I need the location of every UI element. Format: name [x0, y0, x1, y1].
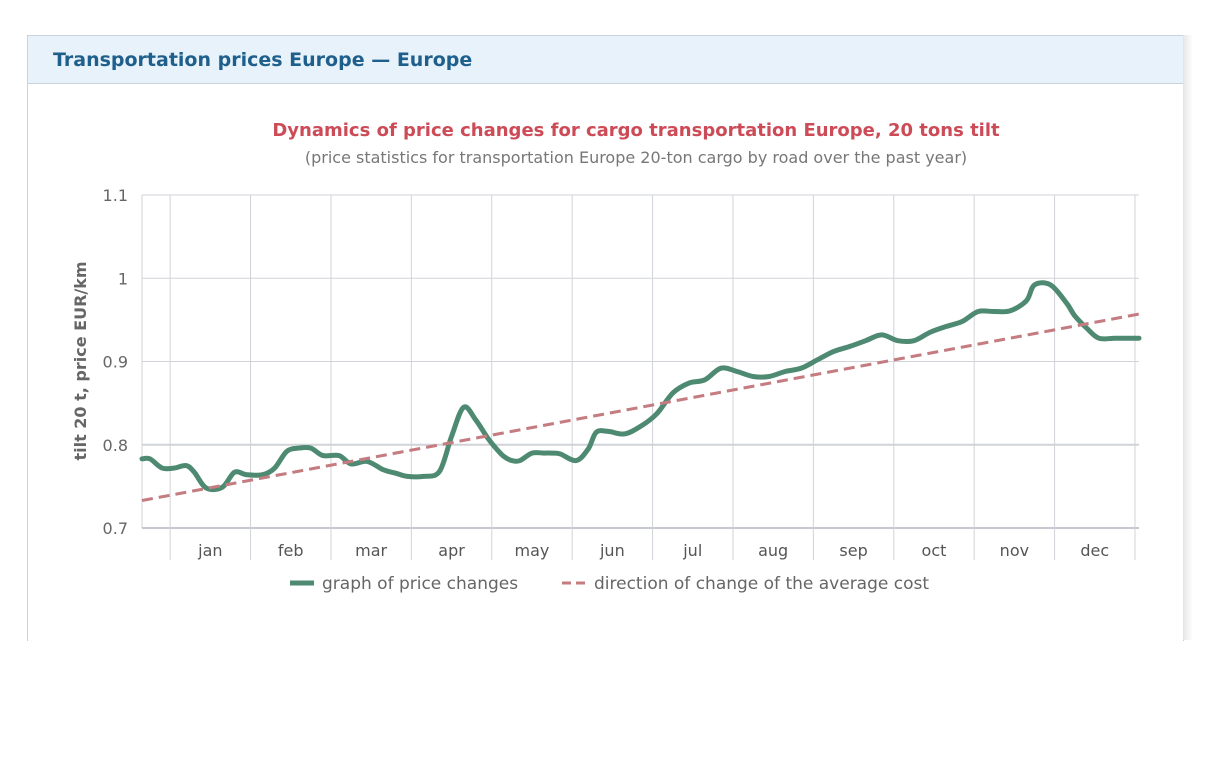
grid-layer — [141, 194, 1139, 560]
price-line — [139, 280, 1142, 493]
tick-layer: 0.7 0.8 0.9 1 1.1 jan feb mar apr may jun jul aug sep… — [103, 186, 1110, 560]
y-tick-label: 1.1 — [103, 186, 128, 205]
series-layer — [139, 280, 1142, 503]
y-tick-label: 0.7 — [103, 519, 128, 538]
x-tick-label: oct — [922, 541, 947, 560]
trend-line — [141, 312, 1140, 503]
y-axis-label: tilt 20 t, price EUR/km — [71, 261, 90, 460]
legend: graph of price changes direction of chang… — [290, 574, 929, 594]
chart-subtitle: (price statistics for transportation Eur… — [305, 148, 967, 167]
x-tick-label: aug — [758, 541, 788, 560]
x-tick-label: apr — [438, 541, 465, 560]
x-tick-label: nov — [1000, 541, 1029, 560]
x-tick-label: dec — [1080, 541, 1109, 560]
legend-label-price: graph of price changes — [322, 574, 518, 594]
y-tick-label: 0.8 — [103, 436, 128, 455]
x-tick-label: mar — [355, 541, 387, 560]
x-tick-label: may — [515, 541, 550, 560]
chart-panel: Transportation prices Europe — Europe — [27, 35, 1184, 641]
x-tick-label: jan — [197, 541, 222, 560]
x-tick-label: jun — [599, 541, 625, 560]
x-tick-label: feb — [278, 541, 304, 560]
panel-shadow — [1183, 35, 1193, 640]
panel-header: Transportation prices Europe — Europe — [28, 36, 1183, 84]
x-tick-label: sep — [839, 541, 867, 560]
panel-title: Transportation prices Europe — Europe — [53, 48, 473, 71]
y-tick-label: 0.9 — [103, 353, 128, 372]
x-tick-label: jul — [682, 541, 702, 560]
chart-title: Dynamics of price changes for cargo tran… — [272, 120, 1000, 141]
y-tick-label: 1 — [118, 269, 128, 288]
legend-label-trend: direction of change of the average cost — [594, 574, 929, 594]
